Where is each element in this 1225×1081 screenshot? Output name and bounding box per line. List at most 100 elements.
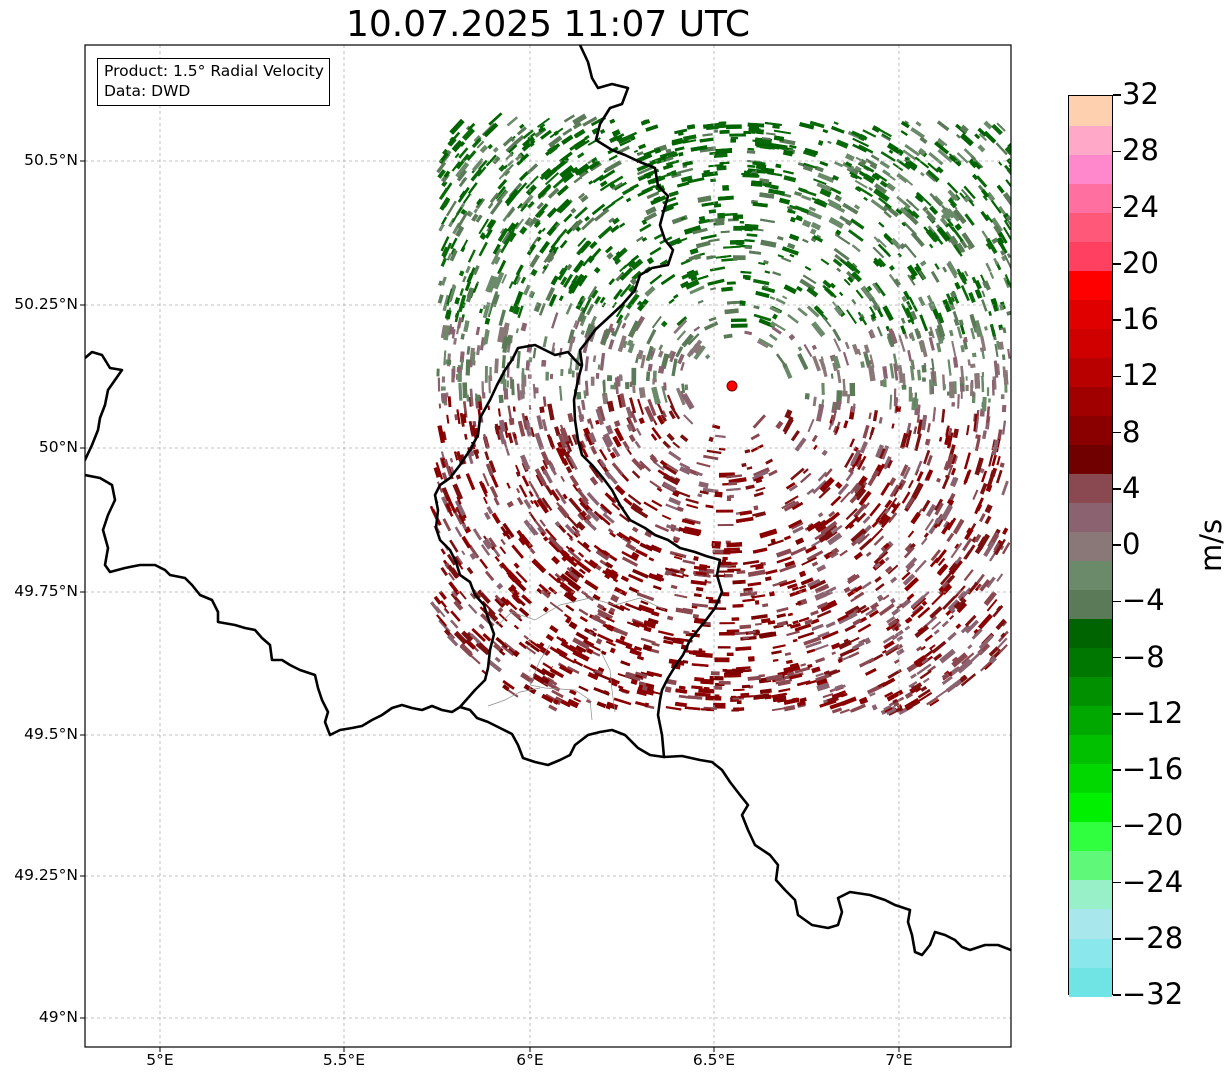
velocity-echo <box>447 564 460 579</box>
velocity-echo <box>827 532 843 546</box>
velocity-echo <box>892 162 904 172</box>
velocity-echo <box>484 570 496 582</box>
velocity-echo <box>537 229 543 235</box>
velocity-echo <box>688 253 702 263</box>
velocity-echo <box>680 175 693 183</box>
velocity-echo <box>487 202 494 210</box>
velocity-echo <box>823 586 837 595</box>
velocity-echo <box>999 479 1009 496</box>
velocity-echo <box>986 469 997 488</box>
velocity-echo <box>478 159 488 171</box>
velocity-echo <box>893 278 902 287</box>
velocity-echo <box>554 572 566 583</box>
velocity-echo <box>465 639 477 650</box>
velocity-echo <box>944 531 955 543</box>
velocity-echo <box>884 707 893 713</box>
velocity-echo <box>443 170 451 178</box>
velocity-echo <box>840 695 857 707</box>
velocity-echo <box>830 642 841 650</box>
velocity-echo <box>813 578 827 588</box>
velocity-echo <box>956 601 968 614</box>
velocity-echo <box>843 622 857 633</box>
velocity-echo <box>819 476 835 493</box>
velocity-echo <box>586 647 594 655</box>
velocity-echo <box>749 562 764 568</box>
velocity-echo <box>689 285 705 295</box>
velocity-echo <box>527 200 535 209</box>
velocity-echo <box>981 430 987 440</box>
velocity-echo <box>978 512 986 523</box>
velocity-echo <box>452 337 458 346</box>
velocity-echo <box>765 132 776 136</box>
velocity-echo <box>672 440 682 449</box>
velocity-echo <box>911 682 923 692</box>
velocity-echo <box>797 346 803 352</box>
velocity-echo <box>526 243 537 256</box>
lon-label: 5.5°E <box>322 1051 366 1069</box>
velocity-echo <box>567 548 582 562</box>
velocity-echo <box>443 324 451 341</box>
velocity-echo <box>798 570 807 578</box>
velocity-echo <box>828 700 844 710</box>
colorbar-segment <box>1069 357 1112 387</box>
velocity-echo <box>611 129 621 137</box>
velocity-echo <box>971 352 977 358</box>
velocity-echo <box>900 130 909 137</box>
velocity-echo <box>463 433 468 440</box>
colorbar-tick-label: 20 <box>1122 245 1159 280</box>
velocity-echo <box>627 320 641 339</box>
velocity-echo <box>923 532 930 539</box>
velocity-echo <box>791 586 799 592</box>
velocity-echo <box>806 519 822 532</box>
velocity-echo <box>925 228 939 244</box>
velocity-echo <box>460 333 465 340</box>
velocity-echo <box>594 614 601 620</box>
velocity-echo <box>595 408 605 426</box>
velocity-echo <box>539 129 553 141</box>
velocity-echo <box>999 462 1005 468</box>
velocity-echo <box>859 441 869 454</box>
velocity-echo <box>454 310 460 323</box>
velocity-echo <box>633 644 643 652</box>
velocity-echo <box>712 548 724 554</box>
velocity-echo <box>618 222 626 229</box>
velocity-echo <box>627 572 644 583</box>
velocity-echo <box>567 412 575 423</box>
velocity-echo <box>566 532 573 539</box>
velocity-echo <box>576 540 592 553</box>
velocity-echo <box>503 228 517 246</box>
velocity-echo <box>774 420 784 430</box>
velocity-echo <box>959 132 974 147</box>
velocity-echo <box>671 573 684 579</box>
velocity-echo <box>541 497 553 512</box>
velocity-echo <box>624 381 631 390</box>
velocity-echo <box>938 586 944 592</box>
velocity-echo <box>703 169 711 174</box>
velocity-echo <box>663 204 674 213</box>
velocity-echo <box>628 585 640 594</box>
colorbar-tick-label: −32 <box>1122 977 1184 1011</box>
colorbar-segment <box>1069 444 1112 474</box>
velocity-echo <box>644 405 656 423</box>
velocity-echo <box>482 301 493 320</box>
velocity-echo <box>599 506 608 515</box>
velocity-echo <box>838 615 853 625</box>
velocity-echo <box>835 369 842 384</box>
velocity-echo <box>630 501 644 514</box>
velocity-echo <box>471 213 479 222</box>
velocity-echo <box>660 273 676 286</box>
velocity-echo <box>599 128 606 135</box>
velocity-echo <box>887 668 902 680</box>
velocity-echo <box>615 250 622 258</box>
velocity-echo <box>517 305 524 319</box>
velocity-echo <box>437 377 441 392</box>
velocity-echo <box>936 312 945 324</box>
velocity-echo <box>718 630 735 636</box>
colorbar-tick-label: 4 <box>1122 470 1141 505</box>
velocity-echo <box>640 637 656 645</box>
velocity-echo <box>828 373 834 380</box>
lat-label: 49°N <box>38 1008 78 1026</box>
velocity-echo <box>783 664 801 674</box>
velocity-echo <box>754 619 762 626</box>
velocity-echo <box>723 245 741 250</box>
